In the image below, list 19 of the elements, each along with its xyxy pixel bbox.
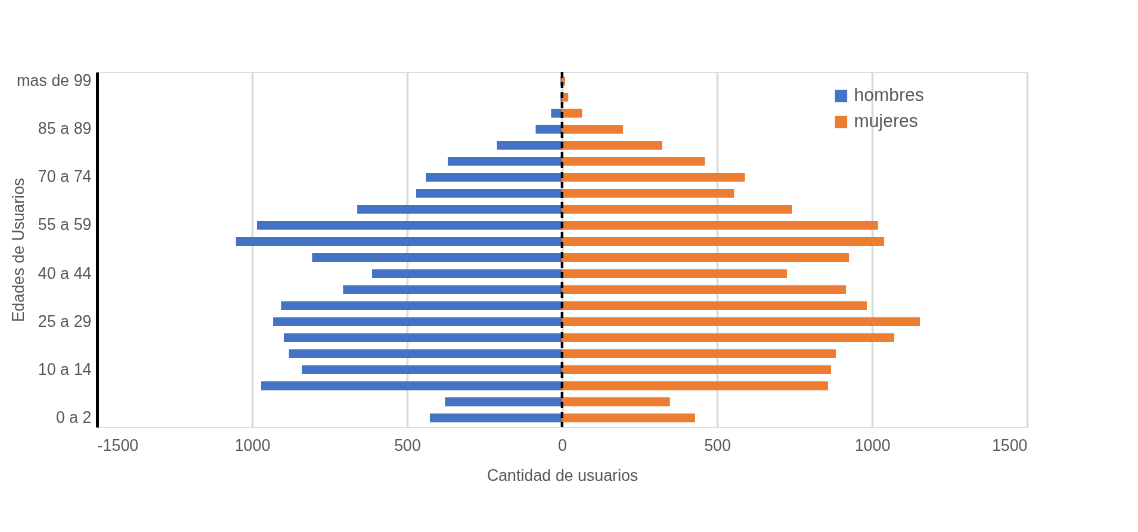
y-tick-label: 85 a 89 bbox=[38, 120, 92, 138]
y-tick-label: 40 a 44 bbox=[38, 264, 92, 282]
x-axis-title: Cantidad de usuarios bbox=[486, 466, 639, 484]
x-tick-label: 1000 bbox=[854, 436, 891, 454]
y-tick-label: mas de 99 bbox=[16, 72, 92, 90]
y-tick-label: 55 a 59 bbox=[38, 216, 92, 234]
y-tick-label: 25 a 29 bbox=[38, 312, 92, 330]
x-tick-label: 500 bbox=[704, 436, 731, 454]
x-tick-label: 500 bbox=[394, 436, 421, 454]
legend-label: mujeres bbox=[854, 111, 919, 131]
y-tick-label: 10 a 14 bbox=[38, 360, 92, 378]
y-tick-label: 70 a 74 bbox=[38, 168, 92, 186]
x-tick-label: -1500 bbox=[97, 436, 139, 454]
y-axis-title: Edades de Usuarios bbox=[9, 177, 27, 323]
x-tick-label: 0 bbox=[558, 436, 568, 454]
legend-label: hombres bbox=[854, 85, 925, 105]
y-tick-label: 0 a 2 bbox=[55, 408, 92, 426]
x-tick-label: 1500 bbox=[991, 436, 1028, 454]
x-tick-label: 1000 bbox=[234, 436, 271, 454]
